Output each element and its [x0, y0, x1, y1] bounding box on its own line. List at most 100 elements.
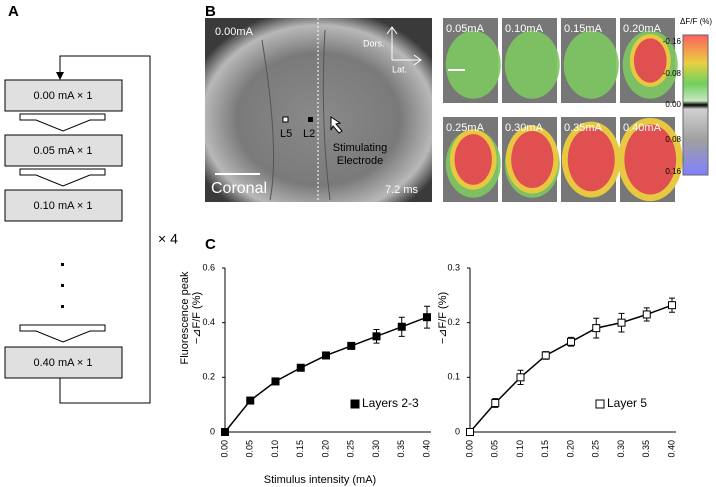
x-tick-label: 0.10 [270, 440, 280, 458]
repeat-label: × 4 [158, 231, 178, 247]
step-arrow [19, 113, 106, 132]
series-line [224, 316, 428, 433]
data-point [246, 396, 255, 405]
frame-label: 0.25mA [446, 122, 485, 134]
y-axis-label: −⊿F/F (%) [191, 292, 203, 344]
activity-red [454, 134, 492, 185]
y-tick-label: 0.3 [447, 262, 460, 272]
ellipsis-dot [61, 305, 64, 308]
step-arrow [19, 324, 106, 343]
data-point [271, 377, 280, 386]
data-point [296, 363, 305, 372]
x-tick-label: 0.35 [641, 440, 651, 458]
legend-label: Layers 2-3 [362, 396, 419, 410]
x-tick-label: 0.05 [245, 440, 255, 458]
x-tick-label: 0.35 [396, 440, 406, 458]
step-label: 0.05 mA × 1 [33, 145, 92, 157]
orientation-arrows [386, 26, 422, 66]
data-point [617, 318, 626, 327]
data-point [221, 428, 229, 436]
colorbar-label: 0.08 [665, 135, 681, 144]
loop-arrowhead [56, 72, 64, 80]
stimulus-label: 0.00mA [215, 26, 254, 38]
time-label: 7.2 ms [385, 184, 419, 196]
data-point [668, 301, 676, 310]
x-tick-label: 0.20 [320, 440, 330, 458]
x-tick-label: 0.00 [219, 440, 229, 458]
data-point [516, 373, 525, 382]
electrode-icon [330, 116, 343, 134]
activity-red [624, 124, 677, 195]
frame-label: 0.30mA [505, 122, 544, 134]
y-tick-label: 0.6 [202, 262, 215, 272]
frame-label: 0.40mA [623, 122, 662, 134]
y-tick-label: 0.2 [447, 317, 460, 327]
frame-grid: 0.05mA 0.10mA 0.15mA 0.20mA 0.25mA 0.30mA 0.35… [443, 18, 683, 202]
section-label: Coronal [211, 180, 267, 197]
panel-c: 00.20.40.60.00 0.05 0.10 0.15 0.20 0.25 0.30 0.… [179, 262, 676, 486]
l2-marker [308, 117, 313, 122]
step-label: 0.40 mA × 1 [33, 357, 92, 369]
frame-label: 0.35mA [564, 122, 603, 134]
y-tick-label: 0.4 [202, 317, 215, 327]
activity-green [563, 30, 619, 99]
data-point [372, 332, 381, 341]
x-tick-label: 0.40 [421, 440, 431, 458]
loop-line [59, 55, 151, 404]
step-box [4, 346, 123, 379]
x-axis-label: Stimulus intensity (mA) [264, 474, 376, 486]
x-tick-label: 0.25 [591, 440, 601, 458]
legend-label: Layer 5 [607, 396, 647, 410]
panel-b: B 0.00mA Dors. Lat. L5 L2 Stimulating El… [205, 3, 712, 202]
data-point [567, 337, 575, 346]
colorbar-label: 0.16 [665, 167, 681, 176]
x-tick-label: 0.15 [540, 440, 550, 458]
data-point [397, 322, 406, 331]
legend-marker [350, 399, 360, 409]
data-point [466, 428, 474, 436]
l5-marker [282, 116, 289, 123]
ellipsis-dot [61, 263, 64, 266]
data-point [541, 351, 550, 360]
x-tick-label: 0.15 [295, 440, 305, 458]
ellipsis-dot [61, 284, 64, 287]
x-tick-label: 0.10 [515, 440, 525, 458]
x-tick-label: 0.00 [464, 440, 474, 458]
activity-red [567, 127, 615, 192]
frame-label: 0.15mA [564, 23, 603, 35]
panel-label: C [205, 236, 216, 253]
l2-label: L2 [303, 128, 315, 140]
step-box [4, 79, 123, 112]
step-label: 0.10 mA × 1 [33, 200, 92, 212]
dors-label: Dors. [363, 38, 385, 48]
legend-marker [595, 399, 605, 409]
step-box [4, 189, 123, 222]
activity-green [504, 30, 560, 99]
brain-structure [261, 29, 331, 201]
x-tick-label: 0.20 [565, 440, 575, 458]
panel-label: A [8, 3, 19, 20]
x-tick-label: 0.05 [490, 440, 500, 458]
lat-label: Lat. [392, 64, 407, 74]
frame-label: 0.20mA [623, 23, 662, 35]
data-point [491, 399, 500, 408]
y-tick-label: 0 [455, 426, 460, 436]
series-line [469, 304, 673, 433]
y-axis-label: −⊿F/F (%) [437, 292, 449, 344]
colorbar-label: -0.08 [663, 69, 682, 78]
electrode-label: Stimulating [333, 142, 387, 154]
activity-red [511, 130, 554, 189]
l5-label: L5 [280, 128, 292, 140]
x-tick-label: 0.30 [371, 440, 381, 458]
panel-a: A 0.00 mA × 1 0.05 mA × 1 0.10 mA × 1 0.… [4, 3, 178, 404]
step-arrow [19, 168, 106, 187]
y-tick-label: 0 [210, 426, 215, 436]
colorbar-title: ΔF/F (%) [680, 17, 712, 26]
data-point [347, 341, 356, 350]
data-point [423, 313, 431, 322]
data-point [592, 324, 601, 333]
activity-green [445, 30, 501, 99]
frame-label: 0.10mA [505, 23, 544, 35]
y-tick-label: 0.1 [447, 372, 460, 382]
